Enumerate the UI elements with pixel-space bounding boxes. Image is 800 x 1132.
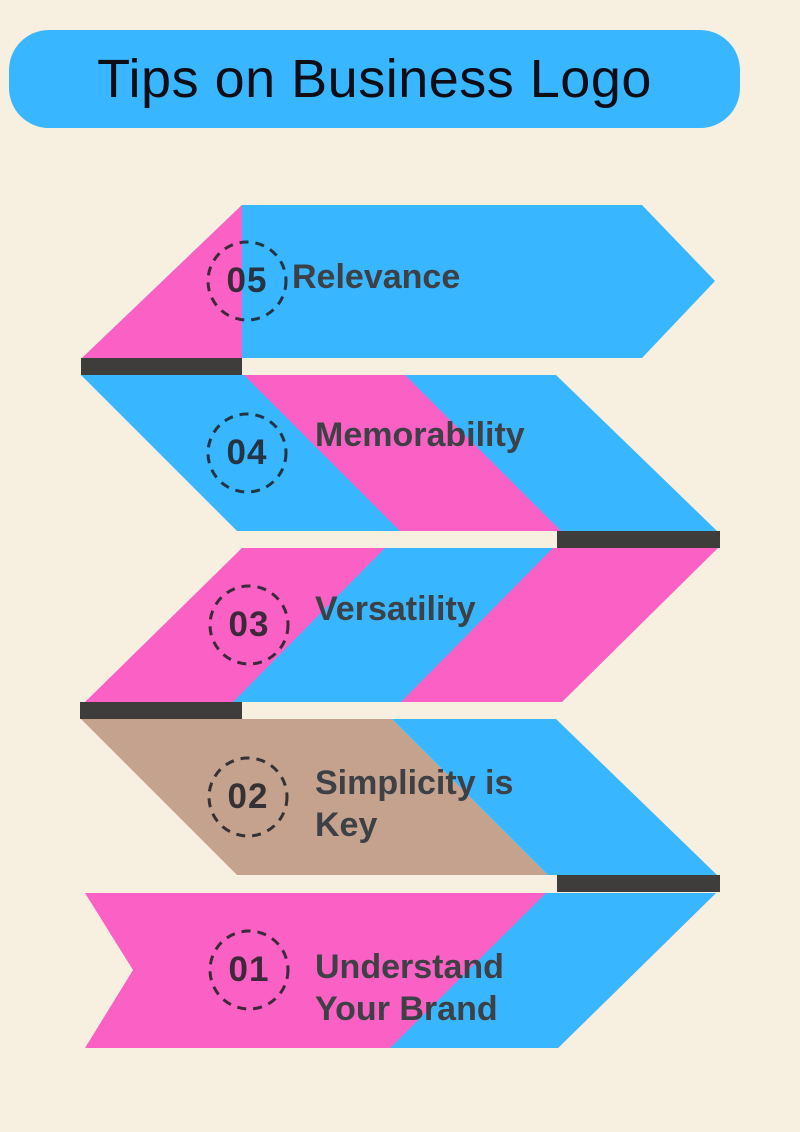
step-1-accent-band xyxy=(390,893,716,1048)
connector-bar-2 xyxy=(557,531,720,548)
step-number-circle-1 xyxy=(208,929,290,1011)
step-5-accent-triangle xyxy=(82,205,242,358)
step-label-2: Simplicity is Key xyxy=(315,764,514,844)
step-4-accent-band xyxy=(244,375,561,531)
step-number-circle-3 xyxy=(208,584,290,666)
step-label-1: Understand Your Brand xyxy=(315,948,504,1028)
step-number-3: 03 xyxy=(228,605,270,644)
step-2-accent-band xyxy=(392,719,717,875)
step-number-circle-4 xyxy=(206,412,288,494)
step-number-circle-2 xyxy=(207,756,289,838)
connector-bar-3 xyxy=(80,702,242,719)
step-number-1: 01 xyxy=(228,950,270,989)
step-label-4: Memorability xyxy=(315,416,525,454)
step-2-arrow-body xyxy=(81,719,548,875)
step-label-5: Relevance xyxy=(292,258,461,296)
step-3-accent-band xyxy=(233,548,553,702)
step-number-4: 04 xyxy=(226,433,268,472)
page-title: Tips on Business Logo xyxy=(97,49,652,109)
step-number-circle-5 xyxy=(206,240,288,322)
step-number-2: 02 xyxy=(227,777,269,816)
step-number-5: 05 xyxy=(226,261,268,300)
title-banner: Tips on Business Logo xyxy=(9,30,740,128)
connector-bar-1 xyxy=(81,358,242,375)
connector-bar-4 xyxy=(557,875,720,892)
step-label-3: Versatility xyxy=(315,590,476,628)
